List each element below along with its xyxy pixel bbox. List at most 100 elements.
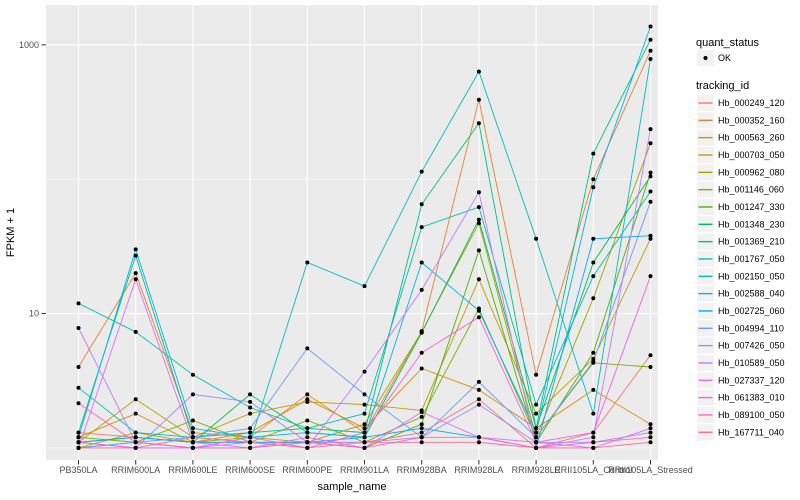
data-point — [190, 372, 195, 377]
data-point — [248, 440, 253, 445]
data-point — [248, 445, 253, 450]
data-point — [305, 392, 310, 397]
data-point — [648, 37, 653, 42]
data-point — [591, 430, 596, 435]
data-point — [76, 326, 81, 330]
data-point — [190, 445, 195, 450]
legend-key-ok[interactable] — [697, 50, 714, 66]
axis-ticks — [41, 44, 651, 465]
legend-label-Hb_001369_210: Hb_001369_210 — [718, 237, 785, 247]
data-point — [591, 445, 596, 450]
data-point — [591, 151, 596, 156]
data-point — [305, 418, 310, 423]
legend-item-Hb_061383_010[interactable]: Hb_061383_010 — [697, 389, 785, 406]
legend-label-Hb_061383_010: Hb_061383_010 — [718, 393, 785, 403]
data-point — [476, 402, 481, 407]
legend-item-Hb_002150_050[interactable]: Hb_002150_050 — [697, 268, 785, 285]
data-point — [362, 284, 367, 289]
data-point — [534, 411, 539, 416]
data-point — [362, 369, 367, 374]
legend-item-Hb_002725_060[interactable]: Hb_002725_060 — [697, 302, 785, 319]
data-point — [76, 401, 81, 406]
data-point — [476, 435, 481, 440]
legend-label-Hb_007426_050: Hb_007426_050 — [718, 341, 785, 351]
data-point — [476, 387, 481, 392]
legend-item-Hb_167711_040[interactable]: Hb_167711_040 — [697, 424, 784, 441]
data-point — [476, 69, 481, 74]
data-point — [305, 426, 310, 431]
data-point — [76, 365, 81, 369]
data-point — [591, 274, 596, 279]
legend-item-Hb_027337_120[interactable]: Hb_027337_120 — [697, 372, 785, 389]
data-point — [476, 277, 481, 282]
data-point — [648, 174, 653, 179]
data-point — [248, 435, 253, 440]
data-point — [534, 236, 539, 241]
legend-item-Hb_001146_060[interactable]: Hb_001146_060 — [697, 181, 784, 198]
data-point — [648, 353, 653, 358]
data-point — [534, 430, 539, 435]
legend-item-Hb_007426_050[interactable]: Hb_007426_050 — [697, 337, 785, 354]
data-point — [591, 236, 596, 241]
legend-label-Hb_001348_230: Hb_001348_230 — [718, 219, 785, 229]
data-point — [648, 48, 653, 53]
legend-label-Hb_001767_050: Hb_001767_050 — [718, 254, 785, 264]
data-point — [476, 221, 481, 226]
y-tick-label-1000: 1000 — [19, 40, 39, 50]
legend-label-Hb_089100_050: Hb_089100_050 — [718, 410, 785, 420]
data-point — [419, 426, 424, 431]
data-point — [133, 411, 138, 416]
data-point — [248, 392, 253, 397]
data-point — [591, 440, 596, 445]
data-point — [133, 271, 138, 276]
legend-label-ok: OK — [718, 53, 731, 63]
ok-point-icon — [703, 56, 708, 60]
data-point — [305, 346, 310, 351]
data-point — [305, 399, 310, 404]
x-tick-label-RRIM928BA: RRIM928BA — [397, 465, 447, 475]
x-tick-label-RRII105LA_Stressed: RRII105LA_Stressed — [608, 465, 693, 475]
legend-label-Hb_002588_040: Hb_002588_040 — [718, 289, 785, 299]
legend-item-Hb_001767_050[interactable]: Hb_001767_050 — [697, 250, 785, 267]
data-point — [362, 426, 367, 431]
data-point — [419, 414, 424, 419]
data-point — [419, 435, 424, 440]
data-point — [648, 57, 653, 61]
data-point — [648, 199, 653, 204]
data-point — [419, 410, 424, 414]
legend-item-Hb_000352_160[interactable]: Hb_000352_160 — [697, 112, 785, 129]
data-point — [591, 296, 596, 301]
legend-item-Hb_002588_040[interactable]: Hb_002588_040 — [697, 285, 785, 302]
plot-panel — [46, 5, 658, 460]
legend-label-Hb_010589_050: Hb_010589_050 — [718, 358, 785, 368]
data-point — [476, 205, 481, 210]
data-point — [648, 141, 653, 146]
data-point — [419, 169, 424, 174]
data-point — [305, 445, 310, 450]
data-point — [648, 430, 653, 435]
data-point — [419, 287, 424, 292]
data-point — [534, 435, 539, 440]
x-tick-label-PB350LA: PB350LA — [59, 465, 97, 475]
data-point — [591, 411, 596, 416]
legend-item-Hb_000249_120[interactable]: Hb_000249_120 — [697, 95, 785, 111]
legend-item-Hb_000703_050[interactable]: Hb_000703_050 — [697, 146, 785, 163]
legend-item-Hb_001247_330[interactable]: Hb_001247_330 — [697, 198, 785, 215]
legend-item-Hb_089100_050[interactable]: Hb_089100_050 — [697, 406, 785, 423]
data-point — [362, 422, 367, 427]
legend-item-Hb_004994_110[interactable]: Hb_004994_110 — [697, 320, 784, 337]
data-point — [419, 430, 424, 435]
data-point — [419, 225, 424, 230]
data-point — [76, 301, 81, 306]
data-point — [362, 440, 367, 445]
data-point — [248, 426, 253, 431]
legend-item-Hb_000962_080[interactable]: Hb_000962_080 — [697, 164, 785, 181]
data-point — [305, 430, 310, 435]
y-axis-tick-labels: 1000 10 — [19, 40, 39, 319]
data-point — [476, 440, 481, 445]
data-point — [476, 121, 481, 126]
legend-item-Hb_000563_260[interactable]: Hb_000563_260 — [697, 129, 785, 146]
legend-item-Hb_001369_210[interactable]: Hb_001369_210 — [697, 233, 785, 250]
legend-item-Hb_010589_050[interactable]: Hb_010589_050 — [697, 354, 785, 371]
legend-item-Hb_001348_230[interactable]: Hb_001348_230 — [697, 216, 785, 233]
